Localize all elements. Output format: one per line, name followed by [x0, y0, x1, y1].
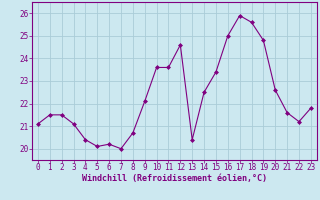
X-axis label: Windchill (Refroidissement éolien,°C): Windchill (Refroidissement éolien,°C) [82, 174, 267, 183]
